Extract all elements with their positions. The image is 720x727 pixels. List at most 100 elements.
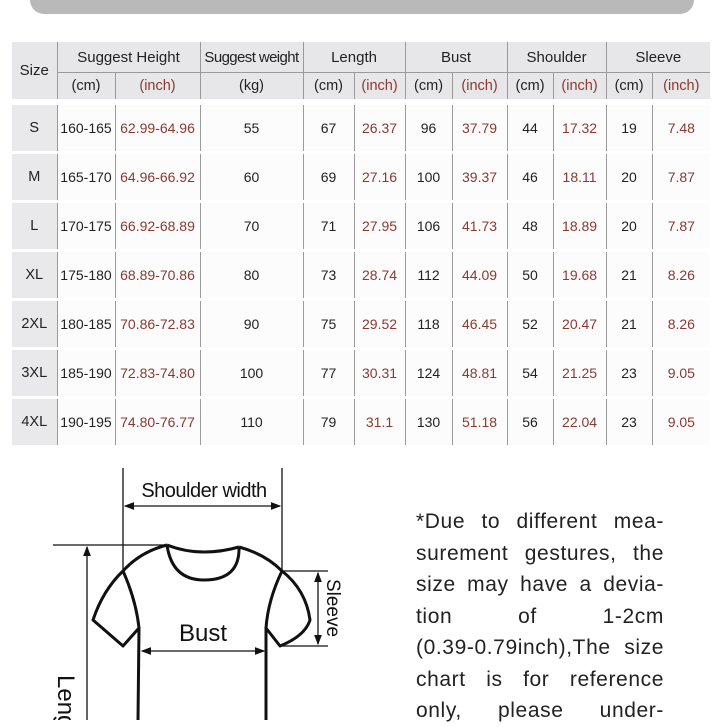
table-cell: 79 [302,397,355,448]
table-cell: 69 [302,152,355,203]
measure-lines [53,468,328,720]
table-cell: 51.18 [451,397,508,448]
table-cell: 20.47 [552,299,607,350]
unit-header: (inch) [114,72,201,99]
table-cell: 23 [605,397,653,448]
table-cell: 165-170 [56,152,115,203]
table-cell: 160-165 [56,105,115,154]
table-cell: 9.05 [651,397,711,448]
header-suggest-weight: Suggest weight [199,42,304,73]
table-cell: 27.95 [353,201,406,252]
unit-header: (inch) [353,72,406,99]
header-size: Size [12,42,57,99]
table-cell: 54 [506,348,554,399]
header-suggest-height: Suggest Height [56,42,201,73]
table-cell: 8.26 [651,299,711,350]
table-cell: 20 [605,152,653,203]
table-cell: 66.92-68.89 [114,201,201,252]
table-cell: 21 [605,250,653,301]
bust-label: Bust [179,620,227,647]
table-row: M 165-170 64.96-66.92 60 69 27.16 100 39.37 46 18… [12,152,711,203]
table-cell: 19.68 [552,250,607,301]
table-cell: 46.45 [451,299,508,350]
table-cell: 21.25 [552,348,607,399]
table-cell: 130 [404,397,453,448]
table-cell: 112 [404,250,453,301]
table-cell: 190-195 [56,397,115,448]
size-cell: 3XL [12,348,57,399]
table-cell: 17.32 [552,105,607,154]
table-cell: 75 [302,299,355,350]
note-line: tion of 1-2cm [416,604,664,628]
shoulder-width-label: Shoulder width [141,480,266,502]
table-cell: 7.48 [651,105,711,154]
table-cell: 9.05 [651,348,711,399]
header-sleeve: Sleeve [605,42,711,73]
note-line: chart is for reference [416,667,664,691]
size-cell: 4XL [12,397,57,448]
table-cell: 67 [302,105,355,154]
table-cell: 56 [506,397,554,448]
table-cell: 8.26 [651,250,711,301]
table-cell: 7.87 [651,152,711,203]
table-cell: 48.81 [451,348,508,399]
tshirt-measurement-diagram: Shoulder width Bust Sleeve Length [52,468,343,720]
table-cell: 185-190 [56,348,115,399]
table-cell: 21 [605,299,653,350]
sleeve-label: Sleeve [322,579,343,637]
table-row: S 160-165 62.99-64.96 55 67 26.37 96 37.79 44 17.… [12,105,711,154]
table-cell: 70.86-72.83 [114,299,201,350]
table-cell: 31.1 [353,397,406,448]
table-cell: 46 [506,152,554,203]
table-cell: 74.80-76.77 [114,397,201,448]
table-cell: 180-185 [56,299,115,350]
table-cell: 20 [605,201,653,252]
table-cell: 71 [302,201,355,252]
table-cell: 52 [506,299,554,350]
table-cell: 37.79 [451,105,508,154]
top-banner-bar [30,0,694,14]
table-cell: 50 [506,250,554,301]
table-cell: 55 [199,105,304,154]
measurement-note: *Due to different mea- surement gestures… [416,506,664,727]
table-cell: 22.04 [552,397,607,448]
size-cell: XL [12,250,57,301]
size-chart-table: Size Suggest Height Suggest weight Lengt… [12,42,711,448]
table-cell: 44.09 [451,250,508,301]
unit-header: (inch) [651,72,711,99]
table-cell: 39.37 [451,152,508,203]
table-cell: 48 [506,201,554,252]
table-cell: 170-175 [56,201,115,252]
table-row: XL 175-180 68.89-70.86 80 73 28.74 112 44.09 50 1… [12,250,711,301]
unit-header: (cm) [404,72,453,99]
size-cell: S [12,105,57,154]
unit-header: (cm) [605,72,653,99]
table-cell: 106 [404,201,453,252]
table-cell: 175-180 [56,250,115,301]
length-label: Length [52,675,79,720]
table-cell: 124 [404,348,453,399]
table-cell: 68.89-70.86 [114,250,201,301]
note-line: (0.39-0.79inch),The size [416,636,664,659]
unit-header: (inch) [552,72,607,99]
table-cell: 27.16 [353,152,406,203]
header-length: Length [302,42,406,73]
table-cell: 60 [199,152,304,203]
unit-header: (cm) [56,72,115,99]
unit-header: (cm) [302,72,355,99]
size-cell: M [12,152,57,203]
table-cell: 110 [199,397,304,448]
table-row: 2XL 180-185 70.86-72.83 90 75 29.52 118 46.45 52… [12,299,711,350]
note-line: only, please under- [416,699,664,722]
header-shoulder: Shoulder [506,42,607,73]
note-line: surement gestures, the [416,541,664,565]
tshirt-outline [91,543,312,720]
table-cell: 18.89 [552,201,607,252]
size-cell: L [12,201,57,252]
table-cell: 72.83-74.80 [114,348,201,399]
table-cell: 7.87 [651,201,711,252]
table-cell: 73 [302,250,355,301]
table-cell: 90 [199,299,304,350]
table-cell: 26.37 [353,105,406,154]
table-cell: 80 [199,250,304,301]
